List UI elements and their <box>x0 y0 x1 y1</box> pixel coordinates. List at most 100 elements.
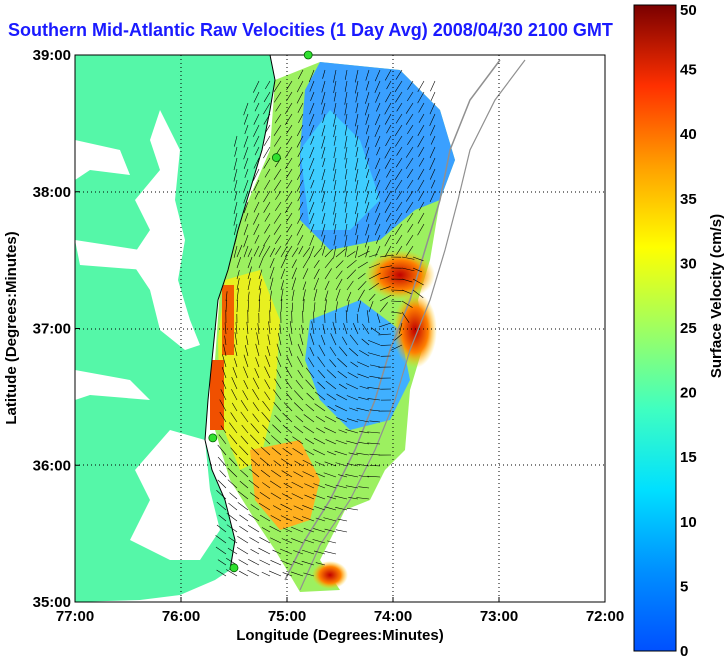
velocity-arrow <box>344 212 348 224</box>
velocity-arrow <box>365 223 370 236</box>
velocity-arrow <box>344 179 348 193</box>
velocity-arrow <box>367 352 381 357</box>
velocity-arrow <box>233 245 238 258</box>
velocity-arrow <box>344 91 348 105</box>
velocity-arrow <box>247 256 253 269</box>
velocity-arrow <box>355 245 359 258</box>
velocity-arrow <box>379 302 388 313</box>
velocity-arrow <box>303 425 315 434</box>
velocity-arrow <box>430 80 436 92</box>
velocity-arrow <box>264 212 271 222</box>
velocity-arrow <box>320 334 326 346</box>
velocity-arrow <box>243 223 249 236</box>
velocity-arrow <box>344 234 348 248</box>
velocity-arrow <box>401 278 413 283</box>
velocity-arrow <box>237 490 249 500</box>
velocity-arrow <box>269 290 272 302</box>
coastline <box>204 55 276 571</box>
velocity-arrow <box>332 321 337 335</box>
velocity-arrow <box>321 146 326 159</box>
velocity-arrow <box>284 245 293 258</box>
velocity-arrow <box>224 322 227 335</box>
velocity-arrow <box>264 168 271 178</box>
velocity-arrow <box>246 335 249 346</box>
velocity-arrow <box>289 321 293 335</box>
velocity-arrow <box>231 402 238 412</box>
velocity-arrow <box>271 447 282 456</box>
velocity-arrow <box>296 80 304 93</box>
velocity-arrow <box>258 279 262 291</box>
velocity-arrow <box>374 124 381 138</box>
velocity-arrow <box>263 113 271 125</box>
velocity-arrow <box>313 302 316 313</box>
velocity-arrow <box>247 266 252 280</box>
velocity-arrow <box>333 80 337 93</box>
velocity-arrow <box>243 190 249 204</box>
velocity-arrow <box>384 234 392 247</box>
grid <box>75 55 605 602</box>
velocity-arrow <box>229 492 238 500</box>
velocity-arrow <box>263 146 271 159</box>
velocity-arrow <box>273 212 282 224</box>
velocity-arrow <box>304 483 315 489</box>
velocity-arrow <box>417 124 425 136</box>
velocity-arrow <box>229 434 238 445</box>
velocity-arrow <box>349 334 359 346</box>
x-tick-label: 76:00 <box>162 608 200 625</box>
velocity-arrow <box>324 551 337 555</box>
velocity-arrow <box>269 480 282 489</box>
velocity-arrow <box>269 247 276 258</box>
velocity-arrow <box>286 124 293 135</box>
velocity-arrow <box>262 400 271 412</box>
velocity-arrow <box>285 146 293 158</box>
velocity-arrow <box>412 278 424 286</box>
velocity-arrow <box>327 451 337 456</box>
velocity-arrow <box>268 570 282 577</box>
velocity-arrow <box>354 124 359 138</box>
velocity-arrow <box>277 332 282 346</box>
velocity-arrow <box>236 547 249 555</box>
velocity-arrow <box>286 223 293 233</box>
velocity-arrow <box>274 201 282 212</box>
velocity-field-cyan-north <box>300 110 380 230</box>
velocity-arrow <box>396 245 403 255</box>
velocity-arrow <box>357 281 367 291</box>
velocity-arrow <box>270 515 282 522</box>
velocity-arrow <box>271 435 282 445</box>
velocity-arrow <box>285 212 293 223</box>
velocity-arrow <box>335 529 348 533</box>
velocity-arrow <box>369 409 381 412</box>
velocity-arrow <box>329 346 337 357</box>
velocity-arrow <box>263 201 271 213</box>
velocity-arrow <box>250 434 260 445</box>
velocity-arrow <box>237 502 249 511</box>
velocity-arrow <box>405 245 414 258</box>
velocity-arrow <box>276 356 282 368</box>
velocity-arrow <box>318 344 326 357</box>
velocity-arrow <box>268 321 271 335</box>
velocity-arrow <box>333 124 337 138</box>
velocity-arrow <box>259 491 271 500</box>
velocity-arrow <box>259 559 271 566</box>
x-tick-label: 72:00 <box>586 608 624 625</box>
velocity-arrow <box>274 113 282 124</box>
velocity-arrow <box>233 223 238 236</box>
velocity-arrow <box>243 234 249 248</box>
velocity-arrow <box>384 102 392 115</box>
velocity-arrow <box>338 429 348 434</box>
velocity-arrow <box>217 479 227 489</box>
velocity-arrow <box>246 321 249 335</box>
velocity-arrow <box>346 251 356 258</box>
velocity-arrow <box>272 549 282 555</box>
velocity-arrow <box>346 291 352 302</box>
velocity-arrow <box>308 157 315 171</box>
velocity-arrow <box>324 257 334 269</box>
velocity-arrow <box>292 448 304 456</box>
velocity-arrow <box>298 201 304 211</box>
velocity-arrow <box>258 547 271 555</box>
velocity-arrow <box>297 146 304 158</box>
velocity-arrow <box>238 457 249 467</box>
velocity-arrow <box>243 366 249 379</box>
velocity-arrow <box>270 560 282 566</box>
velocity-arrow <box>230 447 238 456</box>
